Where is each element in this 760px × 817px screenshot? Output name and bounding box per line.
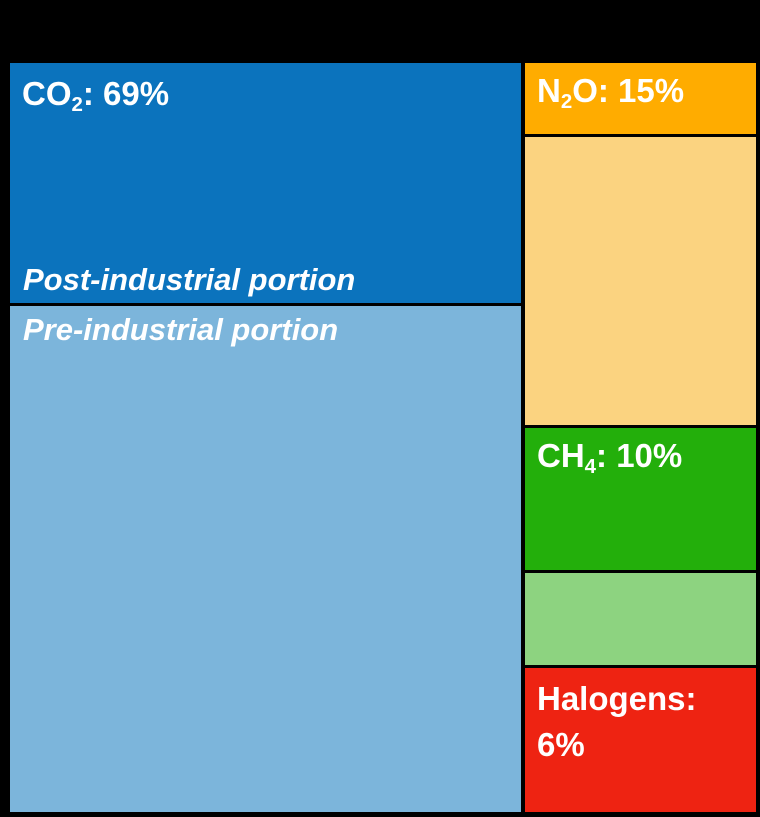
- post-industrial-annotation: Post-industrial portion: [23, 261, 356, 297]
- co2-label-prefix: CO: [22, 75, 72, 112]
- pre-industrial-annotation: Pre-industrial portion: [23, 312, 339, 347]
- n2o-label-prefix: N: [537, 72, 561, 109]
- n2o-post-industrial-block: N2O: 15%: [525, 63, 756, 134]
- ch4-label-suffix: : 10%: [596, 437, 683, 474]
- co2-post-industrial-block: CO2: 69% Post-industrial portion: [10, 63, 521, 303]
- co2-column: CO2: 69% Post-industrial portion Pre-ind…: [10, 63, 521, 812]
- halogens-label-line1: Halogens:: [537, 680, 697, 717]
- ch4-label: CH4: 10%: [525, 428, 756, 478]
- ch4-pre-industrial-block: [525, 573, 756, 665]
- halogens-label-line2: 6%: [537, 726, 585, 764]
- n2o-label-subscript: 2: [560, 89, 573, 113]
- n2o-label-suffix: O: 15%: [572, 72, 685, 109]
- ch4-label-subscript: 4: [584, 454, 597, 478]
- co2-label: CO2: 69%: [10, 63, 521, 116]
- n2o-label: N2O: 15%: [525, 63, 756, 113]
- ch4-label-prefix: CH: [537, 437, 585, 474]
- n2o-pre-industrial-block: [525, 137, 756, 425]
- minor-gases-column: N2O: 15% CH4: 10% Halogens: 6%: [525, 63, 756, 812]
- co2-pre-industrial-block: Pre-industrial portion: [10, 306, 521, 812]
- greenhouse-gas-treemap: CO2: 69% Post-industrial portion Pre-ind…: [10, 63, 756, 812]
- co2-label-subscript: 2: [71, 92, 83, 116]
- halogens-block: Halogens: 6%: [525, 668, 756, 812]
- co2-label-suffix: : 69%: [82, 75, 170, 112]
- ch4-post-industrial-block: CH4: 10%: [525, 428, 756, 570]
- halogens-label: Halogens: 6%: [525, 668, 756, 768]
